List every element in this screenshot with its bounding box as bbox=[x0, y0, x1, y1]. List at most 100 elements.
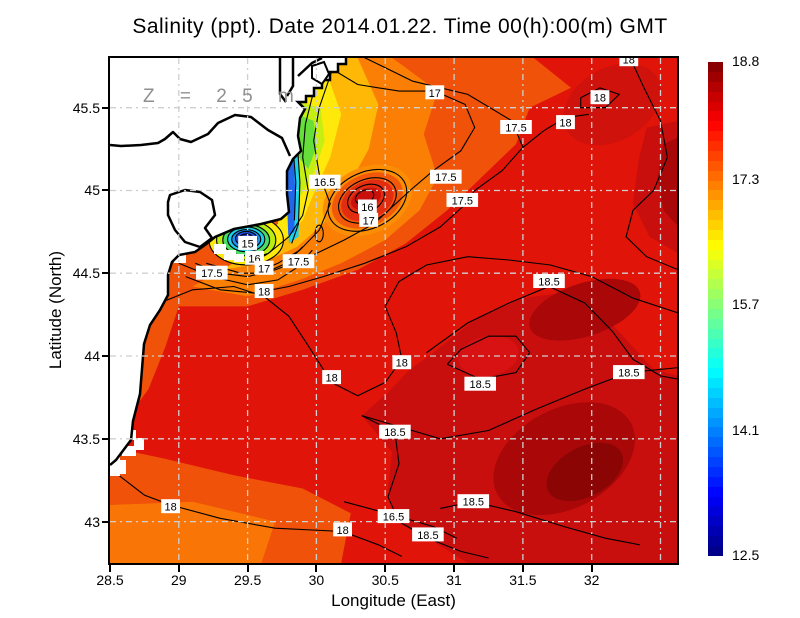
colorbar bbox=[708, 62, 723, 556]
colorbar-segment bbox=[708, 308, 723, 319]
colorbar-segment bbox=[708, 368, 723, 378]
x-tick-label: 28.5 bbox=[96, 572, 124, 588]
colorbar-segment bbox=[708, 131, 723, 141]
colorbar-segment bbox=[708, 62, 723, 72]
colorbar-segment bbox=[708, 506, 723, 517]
x-tick bbox=[315, 565, 318, 572]
colorbar-segment bbox=[708, 299, 723, 309]
svg-text:17.5: 17.5 bbox=[288, 257, 309, 269]
x-tick-label: 31 bbox=[446, 572, 462, 588]
colorbar-segment bbox=[708, 229, 723, 240]
y-tick-label: 45 bbox=[84, 182, 100, 199]
y-tick bbox=[102, 437, 109, 440]
svg-text:18.5: 18.5 bbox=[384, 427, 405, 439]
x-tick-label: 29 bbox=[171, 572, 187, 588]
svg-text:18: 18 bbox=[594, 93, 606, 105]
x-tick-label: 30 bbox=[308, 572, 325, 588]
x-tick bbox=[177, 565, 180, 572]
colorbar-segment bbox=[708, 289, 723, 299]
colorbar-segment bbox=[708, 545, 723, 556]
colorbar-segment bbox=[708, 447, 723, 457]
svg-text:17.5: 17.5 bbox=[452, 195, 473, 207]
y-tick bbox=[102, 272, 109, 275]
colorbar-segment bbox=[708, 378, 723, 388]
svg-text:18.5: 18.5 bbox=[538, 277, 559, 289]
svg-text:17: 17 bbox=[363, 215, 375, 227]
x-tick bbox=[453, 565, 456, 572]
colorbar-segment bbox=[708, 457, 723, 467]
svg-text:18.5: 18.5 bbox=[469, 379, 490, 391]
colorbar-segment bbox=[708, 259, 723, 270]
colorbar-segment bbox=[708, 536, 723, 546]
colorbar-segment bbox=[708, 279, 723, 290]
colorbar-segment bbox=[708, 338, 723, 349]
depth-annotation: Z = 2.5 m bbox=[143, 86, 299, 107]
colorbar-segment bbox=[708, 466, 723, 477]
colorbar-segment bbox=[708, 358, 723, 369]
colorbar-tick-label: 14.1 bbox=[732, 421, 760, 438]
x-tick bbox=[590, 565, 593, 572]
svg-text:18.5: 18.5 bbox=[463, 497, 484, 509]
colorbar-segment bbox=[708, 397, 723, 408]
svg-text:18.5: 18.5 bbox=[618, 368, 639, 380]
x-tick-label: 29.5 bbox=[233, 572, 262, 588]
colorbar-segment bbox=[708, 269, 723, 280]
colorbar-segment bbox=[708, 91, 723, 102]
colorbar-segment bbox=[708, 170, 723, 181]
y-tick-label: 43 bbox=[84, 513, 100, 530]
colorbar-tick-label: 12.5 bbox=[732, 547, 760, 563]
svg-text:16: 16 bbox=[248, 253, 260, 265]
colorbar-segment bbox=[708, 249, 723, 260]
colorbar-segment bbox=[708, 111, 723, 122]
x-tick-label: 30.5 bbox=[371, 572, 399, 588]
coastline bbox=[110, 58, 348, 466]
colorbar-segment bbox=[708, 526, 723, 536]
colorbar-tick-label: 15.7 bbox=[732, 296, 760, 313]
colorbar-segment bbox=[708, 141, 723, 151]
svg-text:17.5: 17.5 bbox=[201, 268, 222, 280]
colorbar-segment bbox=[708, 160, 723, 171]
svg-text:18: 18 bbox=[336, 525, 348, 537]
colorbar-segment bbox=[708, 417, 723, 428]
svg-text:17: 17 bbox=[429, 88, 441, 100]
colorbar-segment bbox=[708, 407, 723, 418]
map-plot-area: 18 17 18 18 17.5 16.5 17.5 17.5 16 17 15 16 17.5 17 17… bbox=[108, 56, 679, 565]
lagoon bbox=[166, 188, 217, 249]
colorbar-segment bbox=[708, 496, 723, 507]
colorbar-segment bbox=[708, 180, 723, 191]
svg-text:18.5: 18.5 bbox=[417, 530, 438, 542]
svg-text:18: 18 bbox=[396, 358, 408, 370]
colorbar-segment bbox=[708, 121, 723, 132]
colorbar-segment bbox=[708, 71, 723, 82]
colorbar-segment bbox=[708, 427, 723, 438]
x-tick bbox=[384, 565, 387, 572]
colorbar-segment bbox=[708, 437, 723, 448]
svg-text:18: 18 bbox=[258, 287, 270, 299]
colorbar-segment bbox=[708, 239, 723, 250]
colorbar-segment bbox=[708, 328, 723, 339]
svg-text:17: 17 bbox=[258, 263, 270, 275]
svg-text:15: 15 bbox=[241, 238, 253, 250]
coastline-inner-curve bbox=[110, 113, 292, 157]
colorbar-segment bbox=[708, 476, 723, 487]
colorbar-tick-label: 18.8 bbox=[732, 53, 760, 69]
y-tick-label: 43.5 bbox=[72, 430, 100, 447]
svg-text:18: 18 bbox=[623, 58, 635, 67]
y-tick bbox=[102, 189, 109, 192]
colorbar-segment bbox=[708, 190, 723, 201]
salinity-fill-regions bbox=[110, 58, 677, 563]
colorbar-segment bbox=[708, 516, 723, 527]
y-tick-label: 45.5 bbox=[72, 99, 100, 116]
svg-text:16: 16 bbox=[361, 202, 373, 214]
svg-text:18: 18 bbox=[325, 373, 337, 385]
colorbar-segment bbox=[708, 220, 723, 230]
x-axis-label: Longitude (East) bbox=[331, 591, 456, 610]
x-tick bbox=[246, 565, 249, 572]
colorbar-segment bbox=[708, 318, 723, 329]
x-tick-label: 31.5 bbox=[509, 572, 537, 588]
y-tick bbox=[102, 520, 109, 523]
colorbar-segment bbox=[708, 200, 723, 211]
svg-text:16.5: 16.5 bbox=[383, 512, 404, 524]
